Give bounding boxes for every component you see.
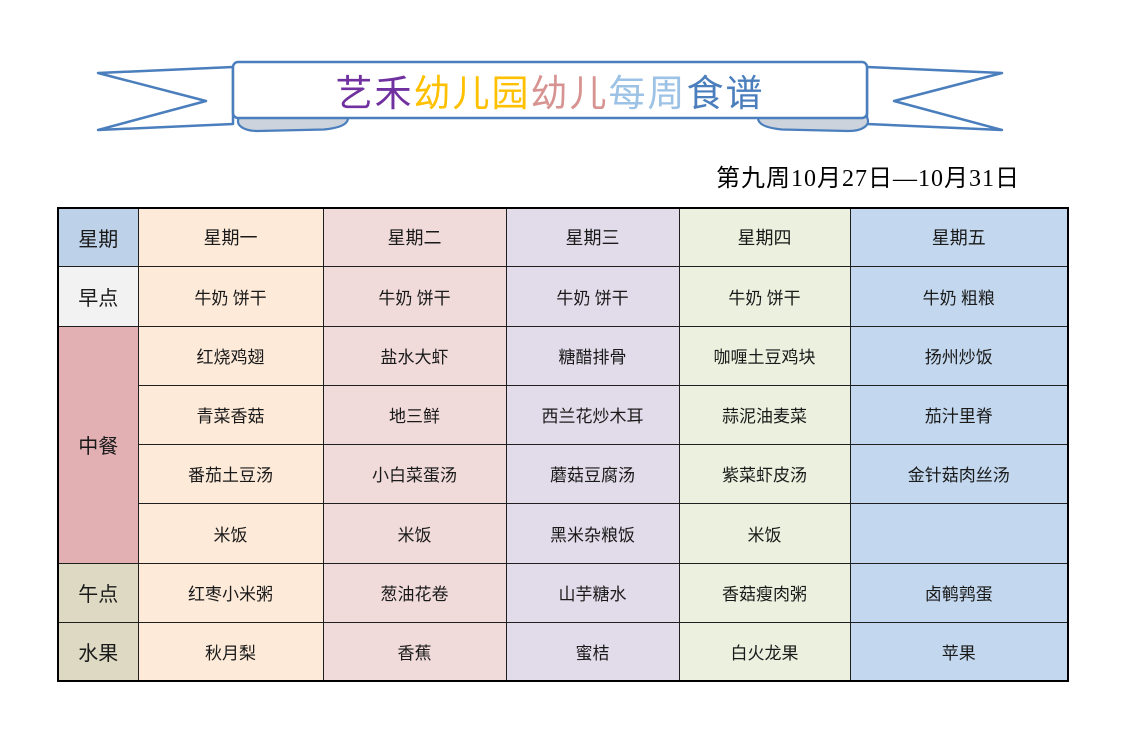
menu-cell: 蒜泥油麦菜: [678, 384, 851, 445]
page-title: 艺禾 幼儿园 幼儿 每周 食谱: [233, 62, 867, 118]
table-row-breakfast: 早点 牛奶 饼干 牛奶 饼干 牛奶 饼干 牛奶 饼干 牛奶 粗粮: [57, 265, 1069, 327]
ribbon-banner-graphic: [96, 60, 1004, 133]
menu-cell: 金针菇肉丝汤: [849, 443, 1069, 504]
menu-cell: 地三鲜: [322, 384, 507, 445]
menu-cell: 咖喱土豆鸡块: [678, 325, 851, 386]
menu-cell: 扬州炒饭: [849, 325, 1069, 386]
title-banner: 艺禾 幼儿园 幼儿 每周 食谱: [0, 0, 1124, 160]
menu-cell: 蜜桔: [505, 621, 680, 682]
day-header-tuesday: 星期二: [322, 207, 507, 267]
row-label-snack: 午点: [57, 562, 139, 623]
menu-cell: 山芋糖水: [505, 562, 680, 623]
menu-cell: 红烧鸡翅: [137, 325, 324, 386]
table-row-lunch-2: 青菜香菇 地三鲜 西兰花炒木耳 蒜泥油麦菜 茄汁里脊: [58, 384, 1069, 445]
ribbon-right-roll: [756, 114, 870, 133]
menu-cell: 香菇瘦肉粥: [678, 562, 851, 623]
menu-cell: 牛奶 饼干: [505, 265, 680, 327]
menu-cell: 蘑菇豆腐汤: [505, 443, 680, 504]
menu-cell: 秋月梨: [137, 621, 324, 682]
menu-cell: [849, 502, 1069, 564]
day-header-thursday: 星期四: [678, 207, 851, 267]
title-segment: 艺禾: [335, 74, 414, 115]
day-header-monday: 星期一: [137, 207, 324, 267]
table-row-header: 星期 星期一 星期二 星期三 星期四 星期五: [57, 207, 1069, 267]
week-date-range: 第九周10月27日—10月31日: [716, 166, 1020, 192]
menu-cell: 白火龙果: [678, 621, 851, 682]
menu-cell: 茄汁里脊: [849, 384, 1069, 445]
menu-cell: 苹果: [849, 621, 1069, 682]
menu-cell: 红枣小米粥: [137, 562, 324, 623]
row-label-fruit: 水果: [57, 621, 139, 682]
ribbon-left-roll: [236, 114, 350, 133]
weekly-menu-table: 星期 星期一 星期二 星期三 星期四 星期五 早点 牛奶 饼干 牛奶 饼干 牛奶…: [57, 207, 1069, 682]
menu-cell: 西兰花炒木耳: [505, 384, 680, 445]
corner-label: 星期: [57, 207, 139, 267]
title-segment: 幼儿园: [413, 74, 531, 115]
menu-cell: 牛奶 粗粮: [849, 265, 1069, 327]
menu-cell: 卤鹌鹑蛋: [849, 562, 1069, 623]
ribbon-center-plate: [231, 60, 869, 120]
menu-cell: 小白菜蛋汤: [322, 443, 507, 504]
menu-cell: 糖醋排骨: [505, 325, 680, 386]
menu-cell: 米饭: [322, 502, 507, 564]
menu-cell: 米饭: [137, 502, 324, 564]
row-label-lunch: 中餐: [57, 325, 139, 564]
table-row-lunch-1: 中餐 红烧鸡翅 盐水大虾 糖醋排骨 咖喱土豆鸡块 扬州炒饭: [57, 325, 1069, 564]
row-label-breakfast: 早点: [57, 265, 139, 327]
day-header-friday: 星期五: [849, 207, 1069, 267]
table-row-lunch-3: 番茄土豆汤 小白菜蛋汤 蘑菇豆腐汤 紫菜虾皮汤 金针菇肉丝汤: [58, 443, 1069, 504]
menu-cell: 黑米杂粮饭: [505, 502, 680, 564]
menu-cell: 青菜香菇: [137, 384, 324, 445]
title-segment: 幼儿: [530, 74, 609, 115]
table-row-snack: 午点 红枣小米粥 葱油花卷 山芋糖水 香菇瘦肉粥 卤鹌鹑蛋: [57, 562, 1069, 623]
table-row-lunch-4: 米饭 米饭 黑米杂粮饭 米饭: [58, 502, 1069, 564]
day-header-wednesday: 星期三: [505, 207, 680, 267]
ribbon-left-tail: [96, 65, 235, 132]
menu-cell: 盐水大虾: [322, 325, 507, 386]
menu-cell: 香蕉: [322, 621, 507, 682]
menu-cell: 葱油花卷: [322, 562, 507, 623]
menu-cell: 番茄土豆汤: [137, 443, 324, 504]
title-segment: 食谱: [686, 74, 765, 115]
menu-cell: 牛奶 饼干: [137, 265, 324, 327]
table-row-fruit: 水果 秋月梨 香蕉 蜜桔 白火龙果 苹果: [57, 621, 1069, 682]
title-segment: 每周: [608, 74, 687, 115]
menu-cell: 米饭: [678, 502, 851, 564]
menu-cell: 牛奶 饼干: [322, 265, 507, 327]
menu-cell: 牛奶 饼干: [678, 265, 851, 327]
menu-cell: 紫菜虾皮汤: [678, 443, 851, 504]
ribbon-right-tail: [865, 65, 1004, 132]
